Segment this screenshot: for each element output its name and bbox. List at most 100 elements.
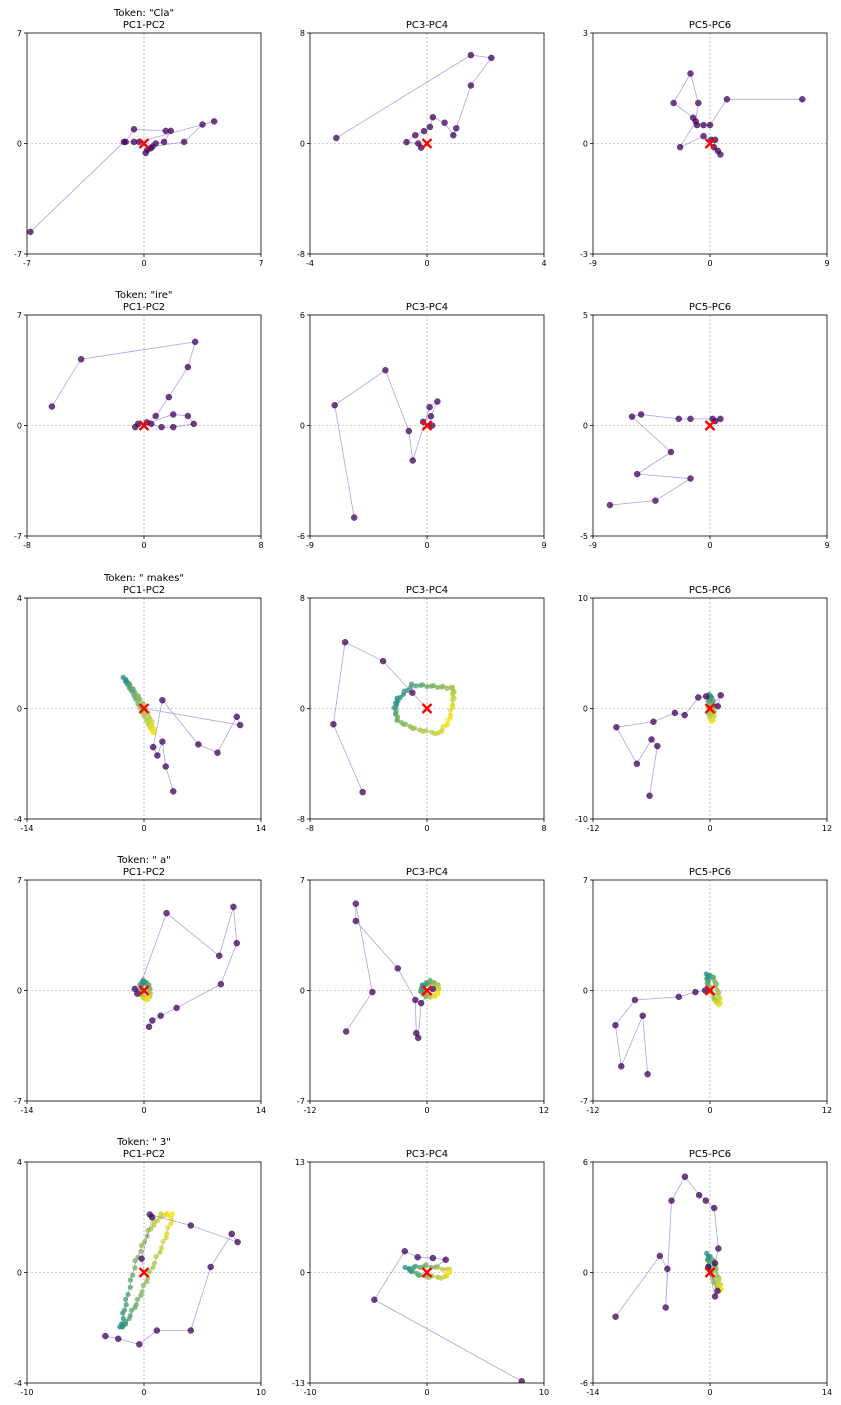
trajectory-point bbox=[662, 1304, 669, 1311]
x-tick-label: -4 bbox=[306, 259, 314, 268]
trajectory-point bbox=[687, 415, 694, 423]
y-tick-label: 0 bbox=[17, 705, 22, 714]
trajectory-point bbox=[702, 693, 710, 700]
trajectory-point bbox=[409, 457, 416, 464]
trajectory-point bbox=[412, 132, 419, 139]
subplot-1-3: -9 0 9 -3 0 3 PC5-PC6 bbox=[580, 20, 830, 268]
origin-marker bbox=[138, 703, 150, 714]
y-tick-label: 10 bbox=[578, 594, 588, 603]
trajectory-point bbox=[236, 721, 244, 729]
loop-point bbox=[398, 719, 405, 726]
loop-point bbox=[440, 1266, 446, 1272]
subplot-2-2: -9 0 9 -6 0 6 PC3-PC4 bbox=[297, 302, 547, 550]
y-tick-label: -8 bbox=[297, 815, 305, 824]
subplot-title: PC5-PC6 bbox=[689, 1149, 731, 1160]
trajectory-line bbox=[332, 641, 428, 793]
trajectory-point bbox=[648, 736, 655, 743]
loop-point bbox=[132, 1258, 138, 1264]
trajectory-point bbox=[442, 1256, 449, 1263]
trajectory-point bbox=[441, 119, 448, 126]
trajectory-point bbox=[695, 1191, 703, 1199]
origin-marker bbox=[704, 420, 716, 431]
trajectory-point bbox=[427, 413, 435, 420]
trajectory-point bbox=[170, 788, 177, 795]
loop-point bbox=[430, 683, 437, 689]
trajectory-point bbox=[214, 749, 221, 756]
trajectory-point bbox=[167, 127, 174, 135]
trajectory-point bbox=[149, 1017, 156, 1024]
x-tick-label: 9 bbox=[824, 259, 829, 268]
loop-point bbox=[121, 1307, 128, 1313]
trajectory-point bbox=[216, 952, 223, 959]
subplot-title: PC5-PC6 bbox=[689, 867, 731, 878]
trajectory-point bbox=[136, 1341, 143, 1348]
trajectory-point bbox=[670, 99, 677, 107]
trajectory-point bbox=[714, 1287, 721, 1295]
loop-point bbox=[127, 1277, 133, 1283]
x-tick-label: -14 bbox=[20, 1106, 33, 1115]
trajectory-point bbox=[352, 900, 360, 907]
loop-point bbox=[429, 729, 435, 735]
x-tick-label: 0 bbox=[424, 1388, 429, 1397]
trajectory-point bbox=[187, 1327, 195, 1334]
trajectory-point bbox=[187, 1222, 195, 1229]
loop-point bbox=[169, 1211, 176, 1217]
trajectory-line bbox=[609, 414, 721, 506]
trajectory-point bbox=[711, 1293, 719, 1300]
y-tick-label: -8 bbox=[297, 250, 305, 259]
trajectory-point bbox=[434, 398, 441, 405]
trajectory-point bbox=[149, 743, 157, 751]
subplot-title: PC1-PC2 bbox=[123, 585, 165, 596]
trajectory-point bbox=[207, 1263, 214, 1271]
y-tick-label: 0 bbox=[300, 987, 305, 996]
x-tick-label: 0 bbox=[141, 824, 146, 833]
trajectory-point bbox=[152, 412, 159, 420]
trajectory-point bbox=[409, 689, 416, 696]
trajectory-point bbox=[633, 760, 641, 767]
x-tick-label: 4 bbox=[541, 259, 546, 268]
trajectory-point bbox=[415, 1034, 422, 1042]
loop-point bbox=[154, 1218, 160, 1224]
trajectory-point bbox=[639, 1012, 646, 1019]
y-tick-label: 0 bbox=[583, 705, 588, 714]
trajectory-point bbox=[634, 470, 641, 478]
loop-point bbox=[424, 684, 430, 690]
origin-marker bbox=[704, 703, 716, 714]
subplot-title: PC1-PC2 bbox=[123, 20, 165, 31]
y-tick-label: 3 bbox=[583, 29, 588, 38]
y-tick-label: -7 bbox=[14, 250, 22, 259]
trajectory-point bbox=[405, 427, 412, 435]
trajectory-point bbox=[717, 692, 724, 699]
trajectory-point bbox=[382, 367, 389, 374]
trajectory-point bbox=[342, 1028, 350, 1035]
trajectory-point bbox=[199, 121, 206, 128]
loop-point bbox=[413, 1263, 419, 1269]
trajectory-point bbox=[612, 1313, 619, 1320]
x-tick-label: 0 bbox=[707, 259, 712, 268]
trajectory-point bbox=[352, 917, 360, 925]
x-tick-label: -14 bbox=[20, 824, 33, 833]
trajectory-point bbox=[681, 711, 688, 719]
trajectory-point bbox=[700, 132, 707, 140]
origin-marker bbox=[704, 985, 716, 996]
trajectory-point bbox=[429, 422, 436, 429]
subplot-title: Token: " a" bbox=[116, 855, 171, 866]
y-tick-label: 7 bbox=[583, 876, 588, 885]
trajectory-point bbox=[711, 1260, 719, 1267]
trajectory-point bbox=[695, 99, 702, 107]
loop-point bbox=[128, 1307, 135, 1313]
subplot-4-1: -14 0 14 -7 0 7 Token: " a"PC1-PC2 bbox=[14, 855, 266, 1115]
y-tick-label: 0 bbox=[17, 422, 22, 431]
x-tick-label: 0 bbox=[141, 1388, 146, 1397]
loop-point bbox=[123, 1302, 129, 1308]
trajectory-point bbox=[191, 338, 199, 346]
subplot-title: Token: " 3" bbox=[116, 1137, 171, 1148]
trajectory-point bbox=[706, 121, 714, 129]
trajectory-point bbox=[700, 121, 707, 129]
trajectory-point bbox=[429, 114, 437, 121]
loop-point bbox=[423, 1262, 429, 1268]
trajectory-point bbox=[429, 1254, 437, 1262]
trajectory-point bbox=[714, 703, 721, 710]
y-tick-label: 4 bbox=[17, 1158, 22, 1167]
subplot-2-1: -8 0 8 -7 0 7 Token: "ire"PC1-PC2 bbox=[14, 290, 264, 550]
